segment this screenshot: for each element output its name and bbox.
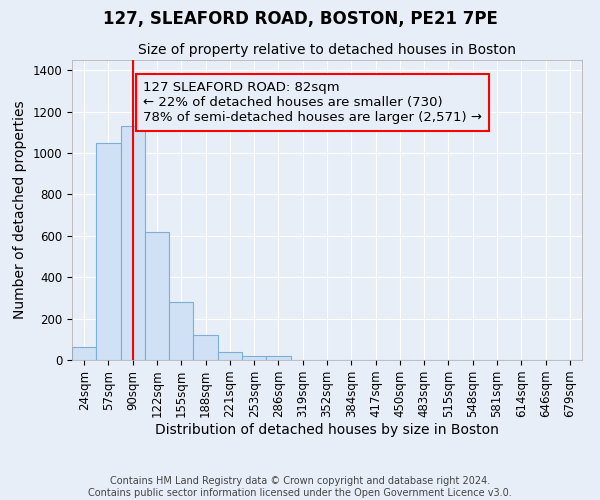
- Text: Contains HM Land Registry data © Crown copyright and database right 2024.
Contai: Contains HM Land Registry data © Crown c…: [88, 476, 512, 498]
- Text: 127, SLEAFORD ROAD, BOSTON, PE21 7PE: 127, SLEAFORD ROAD, BOSTON, PE21 7PE: [103, 10, 497, 28]
- Bar: [193, 335, 218, 360]
- Y-axis label: Number of detached properties: Number of detached properties: [13, 100, 27, 320]
- Bar: [96, 143, 121, 360]
- Bar: [266, 356, 290, 360]
- Bar: [242, 356, 266, 360]
- Text: 127 SLEAFORD ROAD: 82sqm
← 22% of detached houses are smaller (730)
78% of semi-: 127 SLEAFORD ROAD: 82sqm ← 22% of detach…: [143, 81, 482, 124]
- Bar: [72, 346, 96, 360]
- Bar: [145, 232, 169, 360]
- Title: Size of property relative to detached houses in Boston: Size of property relative to detached ho…: [138, 44, 516, 58]
- X-axis label: Distribution of detached houses by size in Boston: Distribution of detached houses by size …: [155, 423, 499, 437]
- Bar: [121, 126, 145, 360]
- Bar: [169, 302, 193, 360]
- Bar: [218, 352, 242, 360]
